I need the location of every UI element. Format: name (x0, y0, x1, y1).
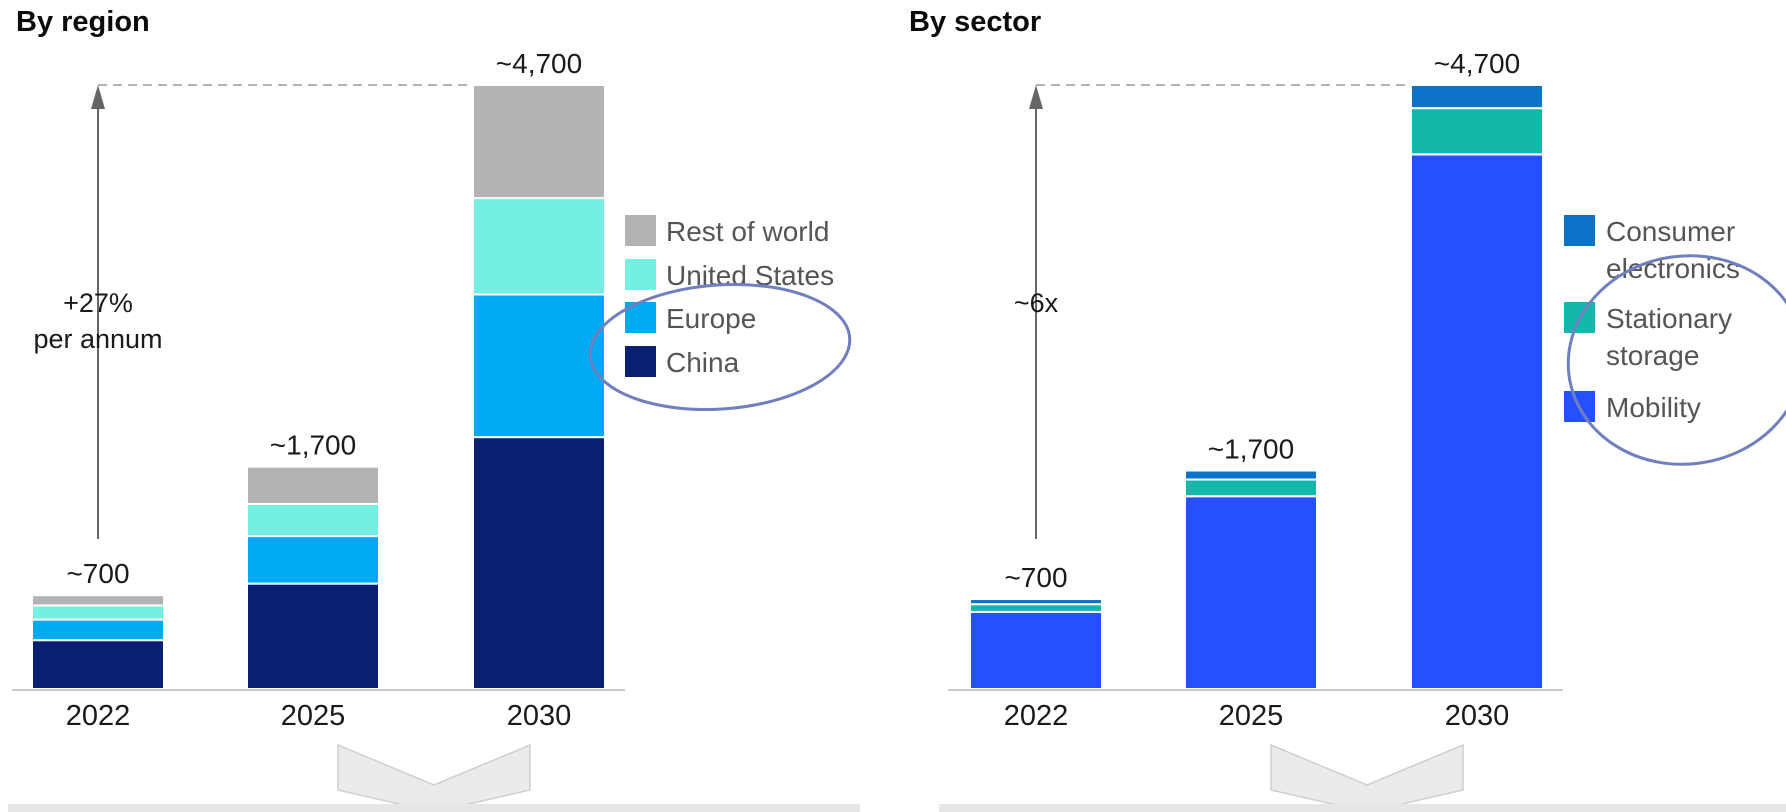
panel-title-sector: By sector (909, 6, 1042, 38)
legend-swatch-china (625, 346, 656, 377)
bar-segment-rest-of-world-2025 (246, 465, 380, 505)
x-tick-label-2030: 2030 (1445, 700, 1510, 732)
total-label-2030: ~4,700 (496, 48, 582, 79)
bar-segment-consumer-electronics-2030 (1410, 84, 1544, 110)
bar-segment-china-2030 (472, 436, 606, 690)
legend-swatch-consumer-electronics (1564, 215, 1595, 246)
bar-segment-mobility-2030 (1410, 153, 1544, 690)
bar-segment-mobility-2022 (969, 610, 1103, 690)
bottom-divider (8, 804, 860, 812)
legend-label-europe: Europe (666, 303, 756, 334)
bar-segment-united-states-2022 (31, 604, 165, 621)
x-tick-label-2022: 2022 (66, 700, 131, 732)
bar-segment-stationary-storage-2022 (969, 603, 1103, 613)
bottom-divider (939, 804, 1786, 812)
bar-segment-europe-2030 (472, 293, 606, 439)
legend-label-stationary-storage: Stationary (1606, 303, 1732, 334)
sector-stacked-bar-chart: ~7002022~1,7002025~4,7002030~6xConsumere… (948, 48, 1786, 812)
bar-segment-china-2022 (31, 639, 165, 690)
bar-segment-consumer-electronics-2022 (969, 598, 1103, 606)
total-label-2025: ~1,700 (270, 430, 356, 461)
region-stacked-bar-chart: ~700 2022 ~1,700 2025 ~4,700 2030 +27% per annu… (12, 48, 852, 812)
panel-by-sector: ~700 2022 ~1,700 2025 ~4,700 2030 ~6x Consumer e… (893, 0, 1786, 812)
highlight-ellipse (1566, 254, 1786, 466)
panel-by-region: ~700 2022 ~1,700 2025 ~4,700 2030 +27% per annu… (8, 6, 860, 812)
total-label-2022: ~700 (66, 558, 129, 589)
down-chevron-icon (1270, 743, 1464, 812)
growth-annotation-unit: per annum (33, 324, 162, 354)
bar-segment-stationary-storage-2025 (1184, 478, 1318, 498)
x-tick-label-2025: 2025 (1219, 700, 1284, 732)
legend-swatch-united-states (625, 259, 656, 290)
legend-label-china: China (666, 347, 740, 378)
bar-segment-united-states-2030 (472, 197, 606, 296)
bar-segment-china-2025 (246, 582, 380, 690)
legend-label-rest-of-world: Rest of world (666, 216, 829, 247)
down-chevron-icon (337, 743, 531, 812)
bar-segment-stationary-storage-2030 (1410, 107, 1544, 156)
legend-label-consumer-electronics: Consumer (1606, 216, 1735, 247)
total-label-2030: ~4,700 (1434, 48, 1520, 79)
bar-segment-consumer-electronics-2025 (1184, 469, 1318, 481)
bar-segment-europe-2022 (31, 618, 165, 642)
legend-label-mobility: Mobility (1606, 392, 1701, 423)
legend-label-united-states: United States (666, 260, 834, 291)
bar-segment-rest-of-world-2030 (472, 84, 606, 200)
growth-arrow-head (1029, 85, 1043, 109)
x-tick-label-2025: 2025 (281, 700, 346, 732)
legend-swatch-rest-of-world (625, 215, 656, 246)
growth-arrow-head (91, 85, 105, 109)
growth-annotation-rate: +27% (63, 288, 133, 318)
panel-title-region: By region (16, 6, 150, 38)
legend-label-stationary-storage-line2: storage (1606, 340, 1699, 371)
highlight-ellipse (588, 282, 852, 412)
bar-segment-mobility-2025 (1184, 495, 1318, 690)
x-tick-label-2022: 2022 (1004, 700, 1069, 732)
bar-segment-united-states-2025 (246, 502, 380, 538)
bar-segment-rest-of-world-2022 (31, 594, 165, 607)
bar-segment-europe-2025 (246, 535, 380, 585)
x-tick-label-2030: 2030 (507, 700, 572, 732)
total-label-2025: ~1,700 (1208, 434, 1294, 465)
growth-annotation-multiple: ~6x (1014, 288, 1059, 318)
total-label-2022: ~700 (1004, 562, 1067, 593)
